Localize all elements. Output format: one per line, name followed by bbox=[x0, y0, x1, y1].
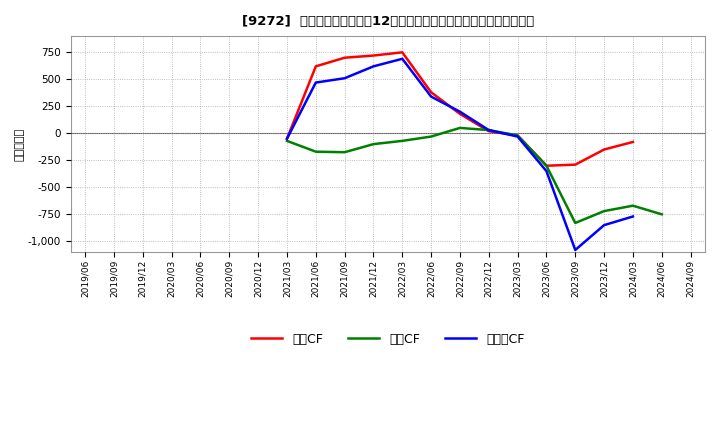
フリーCF bbox=[629, 214, 637, 219]
投資CF bbox=[513, 133, 522, 138]
Line: フリーCF: フリーCF bbox=[287, 59, 633, 250]
投資CF bbox=[600, 209, 608, 214]
Line: 投資CF: 投資CF bbox=[287, 128, 662, 223]
営業CF bbox=[398, 50, 407, 55]
フリーCF bbox=[398, 56, 407, 62]
フリーCF bbox=[542, 169, 551, 174]
営業CF bbox=[485, 128, 493, 134]
営業CF bbox=[312, 64, 320, 69]
フリーCF bbox=[456, 109, 464, 114]
フリーCF bbox=[283, 136, 292, 141]
Title: [9272]  キャッシュフローの12か月移動合計の対前年同期増減額の推移: [9272] キャッシュフローの12か月移動合計の対前年同期増減額の推移 bbox=[242, 15, 534, 28]
投資CF bbox=[485, 128, 493, 133]
投資CF bbox=[283, 138, 292, 143]
営業CF bbox=[571, 162, 580, 167]
フリーCF bbox=[600, 223, 608, 228]
Line: 営業CF: 営業CF bbox=[287, 52, 633, 166]
フリーCF bbox=[485, 128, 493, 133]
投資CF bbox=[571, 220, 580, 226]
フリーCF bbox=[312, 80, 320, 85]
投資CF bbox=[629, 203, 637, 208]
投資CF bbox=[456, 125, 464, 131]
営業CF bbox=[456, 111, 464, 117]
投資CF bbox=[542, 163, 551, 169]
営業CF bbox=[427, 90, 436, 95]
営業CF bbox=[283, 136, 292, 141]
フリーCF bbox=[369, 64, 378, 69]
投資CF bbox=[369, 142, 378, 147]
フリーCF bbox=[513, 134, 522, 139]
営業CF bbox=[600, 147, 608, 152]
フリーCF bbox=[571, 247, 580, 253]
営業CF bbox=[629, 139, 637, 145]
Y-axis label: （百万円）: （百万円） bbox=[15, 128, 25, 161]
投資CF bbox=[427, 134, 436, 139]
営業CF bbox=[542, 163, 551, 169]
フリーCF bbox=[341, 76, 349, 81]
投資CF bbox=[341, 150, 349, 155]
営業CF bbox=[513, 133, 522, 138]
投資CF bbox=[398, 138, 407, 143]
フリーCF bbox=[427, 94, 436, 99]
投資CF bbox=[312, 149, 320, 154]
営業CF bbox=[369, 53, 378, 58]
営業CF bbox=[341, 55, 349, 60]
投資CF bbox=[657, 212, 666, 217]
Legend: 営業CF, 投資CF, フリーCF: 営業CF, 投資CF, フリーCF bbox=[246, 327, 530, 351]
